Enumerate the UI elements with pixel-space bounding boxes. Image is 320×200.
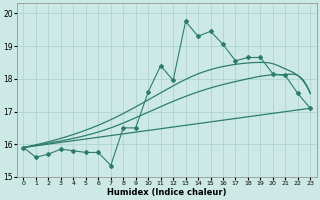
X-axis label: Humidex (Indice chaleur): Humidex (Indice chaleur): [107, 188, 227, 197]
